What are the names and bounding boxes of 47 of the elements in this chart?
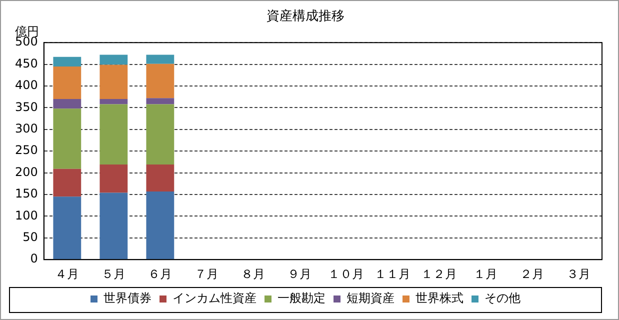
- y-tick-label: 0: [30, 252, 38, 266]
- legend-label: 短期資産: [346, 291, 394, 306]
- x-tick-label: ７月: [194, 266, 219, 281]
- x-tick-label: ６月: [148, 266, 172, 281]
- legend-label: 世界株式: [416, 291, 464, 306]
- x-tick-label: ３月: [566, 266, 591, 281]
- bar: [53, 108, 82, 169]
- bar: [100, 164, 128, 193]
- chart-title: 資産構成推移: [266, 8, 344, 24]
- bar: [100, 104, 128, 165]
- legend-label: 一般勘定: [278, 291, 326, 306]
- y-tick-label: 200: [15, 164, 38, 179]
- y-tick-label: 450: [15, 56, 38, 70]
- x-tick-label: ２月: [520, 266, 544, 281]
- bar: [53, 56, 82, 66]
- y-tick-label: 250: [15, 143, 38, 158]
- y-tick-label: 100: [15, 208, 38, 222]
- y-tick-label: 350: [15, 100, 38, 114]
- legend-label: 世界債券: [104, 291, 152, 306]
- bar: [146, 64, 174, 98]
- bar: [146, 54, 174, 64]
- bar: [146, 98, 174, 104]
- bar: [53, 99, 82, 109]
- bar: [146, 191, 174, 260]
- legend-label: インカム性資産: [172, 291, 256, 306]
- bar: [146, 104, 174, 165]
- y-tick-label: 400: [15, 78, 38, 92]
- bar: [53, 168, 82, 197]
- y-tick-label: 300: [15, 122, 38, 136]
- bar: [100, 192, 128, 260]
- bar: [100, 64, 128, 100]
- x-tick-label: ４月: [55, 266, 80, 281]
- x-tick-label: ８月: [241, 266, 266, 281]
- bar: [146, 164, 174, 192]
- bar: [53, 66, 82, 100]
- bar: [100, 54, 128, 65]
- x-tick-label: ９月: [288, 266, 312, 281]
- x-tick-label: １月: [474, 266, 498, 281]
- bar: [53, 196, 82, 260]
- bar: [100, 99, 128, 104]
- x-tick-label: １１月: [374, 266, 411, 281]
- legend-label: その他: [484, 291, 520, 306]
- y-tick-label: 50: [22, 230, 38, 244]
- x-tick-label: １０月: [328, 266, 364, 281]
- x-tick-label: ５月: [102, 266, 126, 281]
- y-tick-label: 150: [15, 186, 38, 201]
- x-tick-label: １２月: [421, 266, 458, 281]
